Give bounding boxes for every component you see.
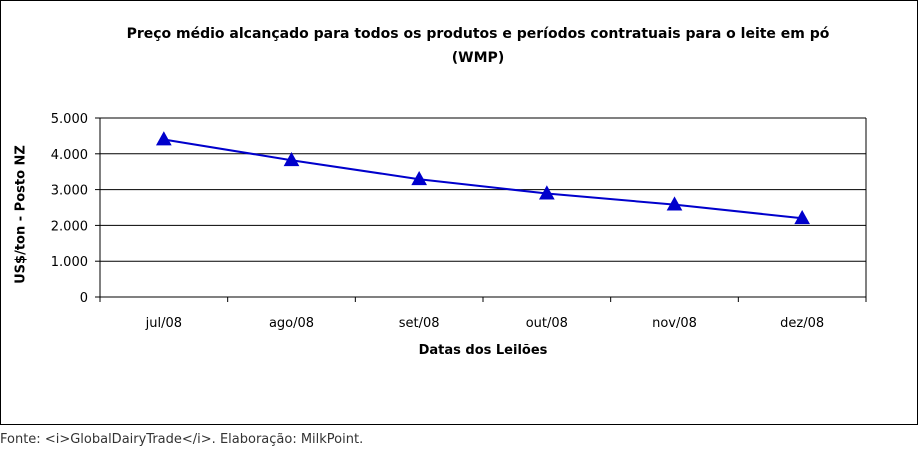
chart-frame <box>0 0 918 425</box>
x-tick-label: out/08 <box>526 316 568 331</box>
y-axis-ticks: 0 1.000 2.000 3.000 4.000 5.000 <box>51 112 100 306</box>
data-point-marker <box>794 210 811 225</box>
x-tick-label: nov/08 <box>652 316 697 331</box>
x-tick-label: dez/08 <box>780 316 824 331</box>
y-tick-label: 1.000 <box>51 255 88 270</box>
data-point-marker <box>155 131 172 146</box>
y-tick-label: 5.000 <box>51 112 88 127</box>
data-point-marker <box>411 170 428 186</box>
chart-title: Preço médio alcançado para todos os prod… <box>126 26 830 66</box>
gridlines <box>99 117 867 298</box>
y-tick-label: 0 <box>80 291 88 306</box>
y-tick-label: 4.000 <box>51 148 88 163</box>
x-tick-label: ago/08 <box>269 316 314 331</box>
series-line <box>163 138 803 220</box>
x-axis-label: Datas dos Leilões <box>418 343 548 358</box>
y-tick-label: 2.000 <box>51 219 88 234</box>
data-point-marker <box>283 152 300 167</box>
x-tick-label: jul/08 <box>145 316 182 331</box>
data-series <box>155 131 811 225</box>
data-point-marker <box>666 196 683 211</box>
data-point-marker <box>538 185 555 200</box>
x-axis-ticks: jul/08 ago/08 set/08 out/08 nov/08 dez/08 <box>99 297 867 331</box>
x-tick-label: set/08 <box>399 316 440 331</box>
source-note: Fonte: <i>GlobalDairyTrade</i>. Elaboraç… <box>0 432 364 447</box>
y-tick-label: 3.000 <box>51 184 88 199</box>
